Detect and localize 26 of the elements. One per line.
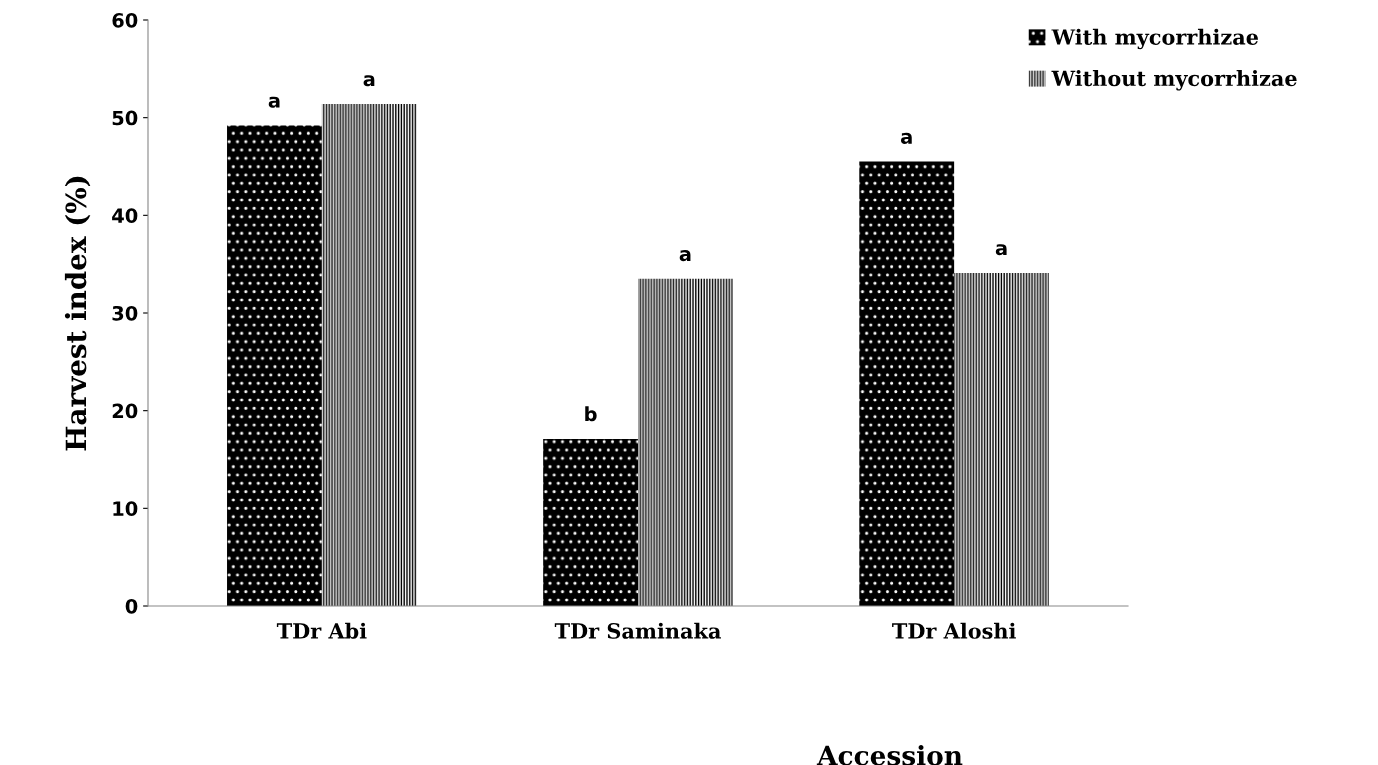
y-tick-label: 60 bbox=[112, 12, 138, 28]
legend-label: With mycorrhizae bbox=[1051, 28, 1259, 50]
bar bbox=[227, 125, 322, 606]
data-label: a bbox=[679, 250, 691, 262]
y-tick-label: 50 bbox=[112, 110, 138, 126]
y-tick-label: 40 bbox=[112, 208, 138, 223]
y-tick-label: 30 bbox=[112, 305, 138, 321]
bar bbox=[954, 272, 1049, 606]
y-axis-title: Harvest index (%) bbox=[64, 176, 91, 451]
data-label: a bbox=[995, 244, 1007, 256]
y-tick-label: 20 bbox=[112, 403, 138, 419]
x-tick-label: TDr Saminaka bbox=[554, 622, 721, 639]
y-tick-label: 0 bbox=[125, 598, 138, 614]
x-tick-label: TDr Aloshi bbox=[892, 622, 1016, 639]
data-label: a bbox=[363, 75, 375, 87]
data-label: b bbox=[585, 406, 597, 422]
data-label: a bbox=[900, 132, 912, 144]
legend-label: Without mycorrhizae bbox=[1051, 70, 1297, 91]
bar bbox=[859, 161, 955, 606]
x-tick-label: TDr Abi bbox=[276, 622, 367, 639]
bar bbox=[638, 278, 733, 606]
bar bbox=[321, 103, 417, 606]
data-label: a bbox=[268, 96, 280, 108]
x-axis-title: Accession bbox=[816, 745, 963, 765]
bar bbox=[543, 438, 638, 606]
y-tick-label: 10 bbox=[113, 501, 138, 516]
